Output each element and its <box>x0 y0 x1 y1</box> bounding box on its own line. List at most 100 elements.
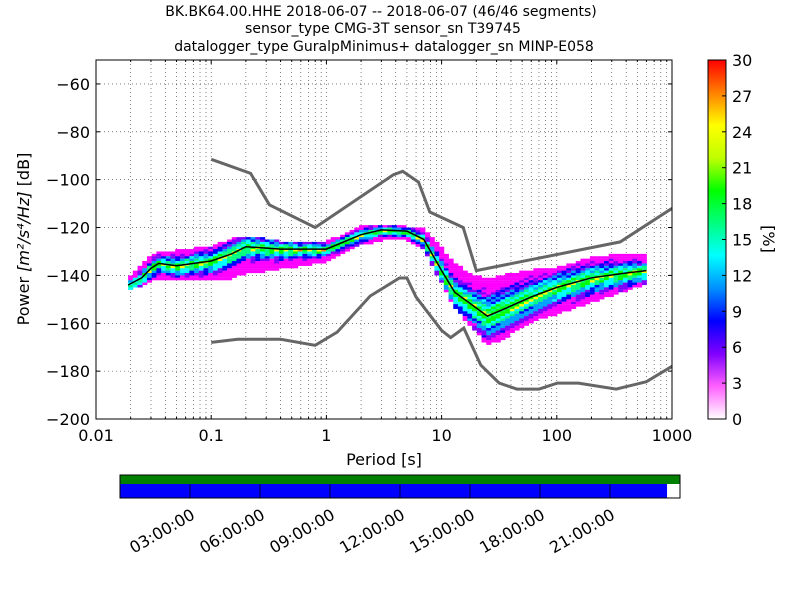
psd-cell <box>448 280 454 283</box>
psd-cell <box>575 275 581 278</box>
psd-cell <box>354 237 360 240</box>
psd-cell <box>589 296 596 300</box>
psd-cell <box>641 261 647 264</box>
psd-cell <box>288 261 294 264</box>
psd-cell <box>604 280 610 283</box>
psd-cell <box>486 277 492 281</box>
psd-cell <box>533 316 539 319</box>
psd-cell <box>490 277 497 281</box>
psd-cell <box>490 335 497 338</box>
psd-cell <box>613 277 619 281</box>
psd-cell <box>128 277 134 281</box>
psd-cell <box>561 294 567 298</box>
psd-cell <box>509 294 515 298</box>
psd-cell <box>368 232 374 235</box>
psd-cell <box>476 325 482 329</box>
psd-cell <box>212 251 219 254</box>
psd-cell <box>264 268 270 271</box>
psd-cell <box>283 249 289 252</box>
psd-cell <box>599 256 605 259</box>
psd-cell <box>604 289 610 293</box>
psd-cell <box>396 227 402 231</box>
psd-cell <box>519 306 525 310</box>
psd-cell <box>189 256 195 259</box>
psd-cell <box>439 256 445 259</box>
psd-cell <box>585 270 591 274</box>
psd-cell <box>509 282 515 286</box>
x-tick-label: 0.01 <box>78 426 114 445</box>
psd-cell <box>330 246 336 250</box>
psd-cell <box>236 258 242 262</box>
psd-cell <box>217 261 223 264</box>
psd-cell <box>321 261 327 264</box>
psd-cell <box>245 251 252 254</box>
psd-cell <box>222 244 228 247</box>
psd-cell <box>179 251 186 254</box>
psd-cell <box>542 280 548 283</box>
psd-cell <box>189 253 195 257</box>
psd-cell <box>575 289 581 293</box>
psd-cell <box>618 275 624 278</box>
psd-cell <box>236 237 242 240</box>
psd-cell <box>410 227 416 231</box>
psd-cell <box>571 273 577 276</box>
psd-cell <box>377 234 383 238</box>
psd-cell <box>571 296 577 300</box>
psd-cell <box>575 304 581 307</box>
psd-cell <box>429 261 435 264</box>
psd-cell <box>424 246 431 250</box>
psd-cell <box>622 280 628 283</box>
psd-cell <box>566 284 572 288</box>
psd-cell <box>514 296 520 300</box>
psd-cell <box>632 280 638 283</box>
y-axis-ticks: −60−80−100−120−140−160−180−200 <box>46 75 672 429</box>
psd-cell <box>269 253 275 257</box>
psd-cell <box>533 299 539 302</box>
psd-cell <box>311 246 317 250</box>
psd-cell <box>622 282 628 286</box>
psd-cell <box>622 270 628 274</box>
psd-cell <box>340 239 346 242</box>
psd-cell <box>151 261 157 264</box>
psd-cell <box>377 227 383 231</box>
psd-cell <box>547 301 553 305</box>
psd-cell <box>297 241 303 245</box>
psd-cell <box>415 237 421 240</box>
psd-cell <box>227 246 233 250</box>
psd-cell <box>443 287 449 290</box>
psd-cell <box>330 251 336 254</box>
psd-cell <box>415 232 421 235</box>
psd-cell <box>198 251 204 254</box>
psd-cell <box>561 268 567 271</box>
psd-cell <box>613 263 619 266</box>
psd-cell <box>260 258 266 262</box>
psd-cell <box>594 296 600 300</box>
psd-cell <box>589 294 596 298</box>
psd-cell <box>505 330 511 333</box>
psd-cell <box>556 304 563 307</box>
psd-cell <box>533 270 539 274</box>
psd-cell <box>198 265 204 269</box>
psd-cell <box>547 292 553 295</box>
psd-cell <box>203 265 209 269</box>
psd-cell <box>354 241 360 245</box>
psd-cell <box>184 265 190 269</box>
psd-cell <box>486 299 492 302</box>
psd-cell <box>627 261 633 264</box>
psd-cell <box>571 268 577 271</box>
psd-cell <box>566 296 572 300</box>
psd-cell <box>575 261 581 264</box>
psd-cell <box>585 292 591 295</box>
psd-cell <box>533 287 539 290</box>
psd-cell <box>505 318 511 321</box>
x-tick-label: 10 <box>431 426 451 445</box>
psd-cell <box>222 249 228 252</box>
psd-cell <box>589 261 596 264</box>
psd-cell <box>476 287 482 290</box>
psd-cell <box>165 253 171 257</box>
psd-cell <box>175 261 181 264</box>
psd-cell <box>599 287 605 290</box>
psd-cell <box>161 268 167 271</box>
psd-cell <box>250 263 256 266</box>
psd-cell <box>538 308 544 312</box>
